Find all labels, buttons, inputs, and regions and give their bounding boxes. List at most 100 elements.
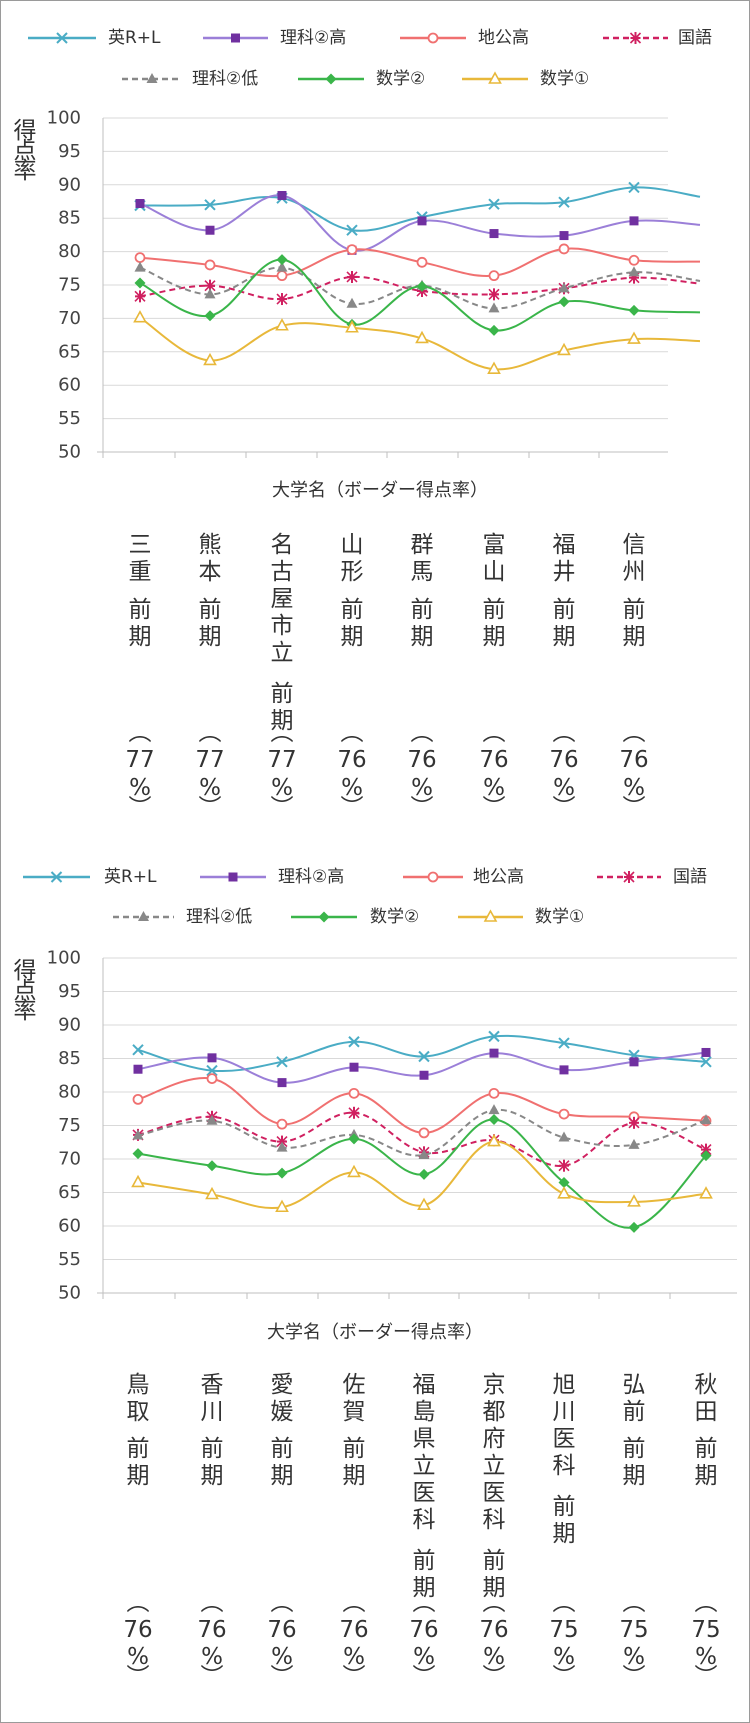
data-point [133, 1064, 143, 1074]
data-point [275, 1199, 289, 1213]
series-line [139, 194, 701, 252]
data-point [628, 1117, 640, 1129]
data-point [700, 1144, 712, 1156]
series-英R+L [132, 1030, 712, 1077]
category-suffix: 期 [553, 1521, 576, 1547]
y-tick-label: 60 [58, 375, 81, 396]
category-suffix: 前 [129, 597, 152, 623]
category-name: 馬 [411, 559, 434, 585]
y-axis-label: 得 [14, 958, 37, 984]
data-point [629, 1057, 639, 1067]
category-suffix: 前 [271, 681, 294, 707]
category-name: 弘 [623, 1372, 646, 1398]
data-point [348, 1087, 360, 1099]
legend-marker [231, 33, 240, 43]
data-point [134, 252, 146, 264]
category-suffix: 期 [413, 1575, 436, 1601]
data-point [558, 1160, 570, 1172]
data-point [345, 320, 359, 333]
y-tick-label: 60 [58, 1216, 81, 1237]
data-point [558, 1131, 570, 1142]
y-tick-label: 80 [58, 241, 81, 262]
x-axis-title: 大学名（ボーダー得点率） [272, 480, 488, 501]
category-suffix: 期 [271, 1463, 294, 1489]
legend-label: 理科②低 [192, 69, 258, 89]
data-point [276, 254, 288, 266]
series-line [137, 1108, 707, 1157]
data-point [559, 1065, 569, 1075]
category-name: 名 [271, 532, 294, 558]
legend-label: 国語 [678, 28, 712, 48]
y-tick-label: 90 [58, 174, 81, 195]
category-name: 科 [483, 1507, 506, 1533]
category-pct-paren: ︶ [695, 1664, 718, 1690]
data-point [558, 1037, 570, 1049]
category-name: 群 [411, 532, 434, 558]
category-pct-sign: % [343, 1644, 365, 1670]
category-pct-sign: % [129, 775, 151, 801]
data-point [276, 270, 288, 282]
y-axis-label: 得 [14, 118, 37, 144]
category-name: 府 [483, 1426, 506, 1452]
data-point [135, 199, 145, 209]
series-group [131, 1030, 713, 1233]
category-pct-sign: % [623, 775, 645, 801]
legend-label: 数学① [535, 907, 584, 927]
category-suffix: 前 [271, 1436, 294, 1462]
series-line [137, 1076, 707, 1134]
data-point [276, 1136, 288, 1148]
category-pct-value: 76 [407, 747, 436, 773]
series-地公高 [134, 243, 701, 282]
category-pct-paren: ︶ [553, 1664, 576, 1690]
data-point [204, 288, 216, 299]
category-pct-value: 76 [197, 1617, 226, 1643]
data-point [417, 216, 427, 226]
data-point [206, 1160, 218, 1172]
data-point [558, 196, 570, 208]
category-pct-paren: ︵ [411, 720, 434, 746]
category-suffix: 前 [623, 597, 646, 623]
category-suffix: 前 [201, 1436, 224, 1462]
data-point [132, 1044, 144, 1056]
category-suffix: 期 [695, 1463, 718, 1489]
data-point [276, 1167, 288, 1179]
legend-label: 国語 [673, 867, 707, 887]
legend-marker [56, 32, 68, 44]
data-point [489, 1048, 499, 1058]
category-suffix: 前 [341, 597, 364, 623]
data-point [488, 324, 500, 336]
data-point [487, 361, 501, 374]
category-name: 秋 [695, 1372, 718, 1398]
category-suffix: 前 [413, 1548, 436, 1574]
category-pct-paren: ︶ [129, 795, 152, 821]
series-数学② [132, 1113, 712, 1233]
category-pct-sign: % [695, 1644, 717, 1670]
category-name: 屋 [271, 586, 294, 612]
category-pct-sign: % [341, 775, 363, 801]
category-pct-paren: ︶ [623, 1664, 646, 1690]
data-point [699, 1186, 713, 1199]
data-point [346, 224, 358, 236]
category-pct-sign: % [411, 775, 433, 801]
category-pct-paren: ︶ [341, 795, 364, 821]
y-tick-label: 85 [58, 208, 81, 229]
legend-marker [427, 32, 439, 44]
y-tick-label: 100 [47, 108, 81, 129]
category-pct-value: 77 [125, 747, 154, 773]
y-tick-label: 70 [58, 1149, 81, 1170]
category-name: 福 [413, 1372, 436, 1398]
data-point [629, 216, 639, 226]
y-tick-label: 55 [58, 408, 81, 429]
category-name: 信 [623, 532, 646, 558]
data-point [488, 1113, 500, 1125]
y-tick-label: 70 [58, 308, 81, 329]
y-axis-label: 点 [14, 978, 37, 1004]
series-地公高 [132, 1073, 712, 1139]
legend-label: 数学② [376, 69, 425, 89]
data-point [346, 297, 358, 308]
data-point [276, 1118, 288, 1130]
